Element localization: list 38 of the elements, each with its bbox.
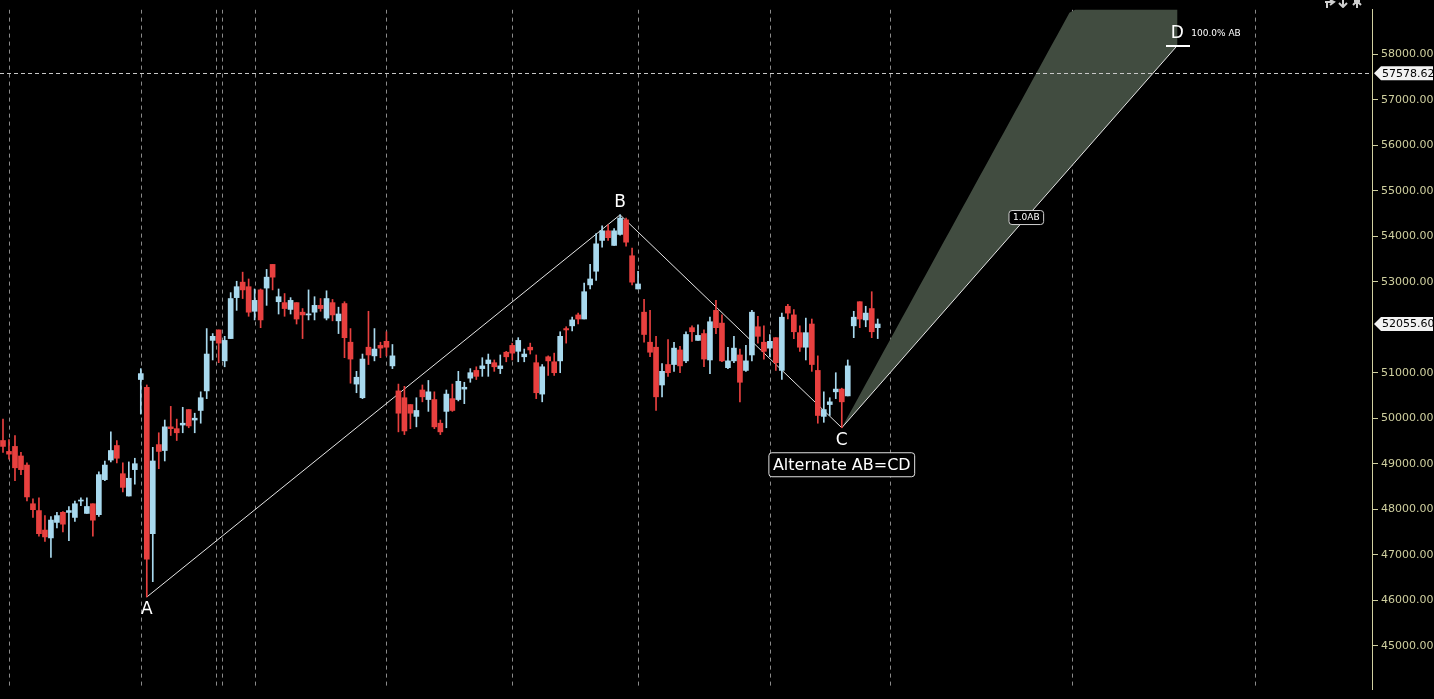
candlestick bbox=[209, 333, 216, 361]
y-tick-label: 46000.00 bbox=[1381, 593, 1434, 607]
annotation: C bbox=[835, 428, 848, 449]
y-tick-label: 58000.00 bbox=[1381, 47, 1434, 61]
y-tick-label: 47000.00 bbox=[1381, 547, 1434, 561]
y-tick-label: 49000.00 bbox=[1381, 456, 1434, 470]
y-tick-label: 53000.00 bbox=[1381, 274, 1434, 288]
candlestick bbox=[832, 372, 839, 399]
y-tick-label: 48000.00 bbox=[1381, 502, 1434, 516]
candlestick bbox=[665, 339, 671, 377]
y-tick-label: 51000.00 bbox=[1381, 365, 1434, 379]
ref-line-label: 57578.62 bbox=[1382, 66, 1434, 80]
candlestick bbox=[155, 432, 162, 470]
candlestick bbox=[497, 354, 504, 374]
candlestick bbox=[563, 326, 570, 344]
y-tick-label: 57000.00 bbox=[1381, 92, 1434, 106]
candlestick bbox=[479, 357, 486, 377]
y-tick-label: 50000.00 bbox=[1381, 411, 1434, 425]
y-tick-label: 55000.00 bbox=[1381, 183, 1434, 197]
candlestick bbox=[820, 391, 827, 423]
candlestick bbox=[0, 418, 6, 453]
candlestick bbox=[587, 264, 593, 290]
candlestick bbox=[874, 318, 881, 339]
y-tick-label: 56000.00 bbox=[1381, 138, 1434, 152]
y-tick-label: 54000.00 bbox=[1381, 229, 1434, 243]
candlestick bbox=[521, 348, 528, 363]
text: 52055.60 bbox=[1382, 317, 1434, 331]
y-tick-label: 45000.00 bbox=[1381, 638, 1434, 652]
annotation: 1.0AB bbox=[1012, 212, 1040, 223]
annotation: Alternate AB=CD bbox=[772, 454, 911, 474]
candlestick bbox=[826, 397, 833, 416]
annotation: 100.0% AB bbox=[1191, 27, 1241, 38]
candlestick bbox=[485, 353, 492, 377]
annotation: D bbox=[1170, 22, 1184, 43]
candlestick bbox=[131, 457, 138, 485]
annotation: B bbox=[614, 190, 626, 211]
annotation: A bbox=[140, 597, 153, 618]
candlestick bbox=[137, 368, 144, 415]
